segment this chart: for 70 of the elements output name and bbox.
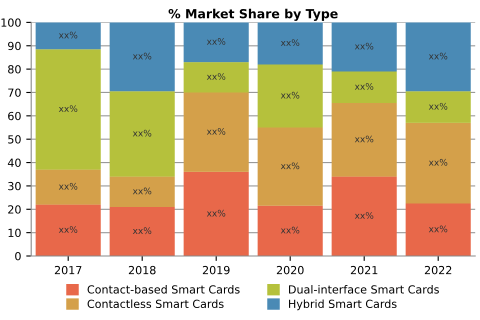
bar (36, 22, 101, 50)
y-tick-label: 50 (8, 135, 21, 144)
data-label: xx% (58, 32, 78, 38)
data-label: xx% (132, 227, 152, 234)
y-tick-label: 10 (8, 228, 21, 238)
bar (332, 102, 397, 177)
data-label: xx% (206, 73, 226, 80)
bar (184, 172, 249, 256)
data-label: xx% (354, 136, 374, 142)
bar (332, 22, 397, 72)
data-label: xx% (58, 105, 78, 112)
data-label: xx% (206, 128, 226, 135)
data-label: xx% (280, 162, 300, 170)
data-label: xx% (428, 52, 448, 60)
bar (406, 91, 471, 123)
y-tick-label: 20 (8, 205, 21, 214)
x-tick-label: 2021 (350, 266, 378, 274)
data-label: xx% (132, 52, 152, 60)
bar (110, 176, 175, 207)
legend-label: Hybrid Smart Cards (289, 299, 397, 310)
chart-title: % Market Share by Type (168, 8, 338, 21)
bar (258, 206, 323, 256)
data-label: xx% (280, 92, 300, 99)
x-tick-label: 2019 (202, 266, 230, 274)
bar (184, 22, 249, 62)
y-tick-label: 30 (8, 182, 21, 190)
data-label: xx% (354, 212, 374, 219)
data-label: xx% (354, 42, 374, 50)
bar (406, 203, 471, 256)
y-tick-label: 60 (8, 112, 21, 120)
data-label: xx% (206, 38, 226, 45)
bar (258, 128, 323, 206)
y-tick-label: 0 (15, 252, 21, 260)
data-label: xx% (354, 83, 374, 90)
bar (258, 64, 323, 128)
x-tick-label: 2018 (128, 266, 156, 274)
bar (110, 206, 175, 256)
x-tick-label: 2020 (276, 266, 304, 274)
y-tick-label: 90 (8, 42, 21, 50)
bar (332, 71, 397, 103)
bar (36, 170, 101, 205)
data-label: xx% (206, 210, 226, 217)
legend-label: Contactless Smart Cards (88, 299, 224, 308)
y-tick-label: 70 (8, 88, 21, 97)
x-tick-label: 2022 (424, 266, 452, 274)
data-label: xx% (428, 102, 448, 110)
legend-label: Dual-interface Smart Cards (289, 285, 439, 294)
bar (184, 92, 249, 172)
y-tick-label: 40 (8, 158, 21, 167)
bar (110, 22, 175, 92)
data-label: xx% (58, 182, 78, 190)
data-label: xx% (428, 226, 448, 232)
bar (406, 22, 471, 92)
x-tick-label: 2017 (54, 266, 82, 274)
y-tick-label: 80 (8, 65, 21, 74)
data-label: xx% (132, 130, 152, 137)
bar (184, 62, 249, 92)
data-label: xx% (132, 188, 152, 194)
bar (332, 176, 397, 256)
bar (258, 22, 323, 64)
data-label: xx% (280, 39, 300, 46)
legend-label: Contact-based Smart Cards (88, 285, 240, 294)
bar (36, 204, 101, 256)
data-label: xx% (58, 226, 78, 233)
bar (110, 91, 175, 177)
y-tick-label: 100 (1, 18, 21, 27)
data-label: xx% (428, 158, 448, 166)
bar (406, 122, 471, 204)
data-label: xx% (280, 226, 300, 234)
bar (36, 49, 101, 170)
